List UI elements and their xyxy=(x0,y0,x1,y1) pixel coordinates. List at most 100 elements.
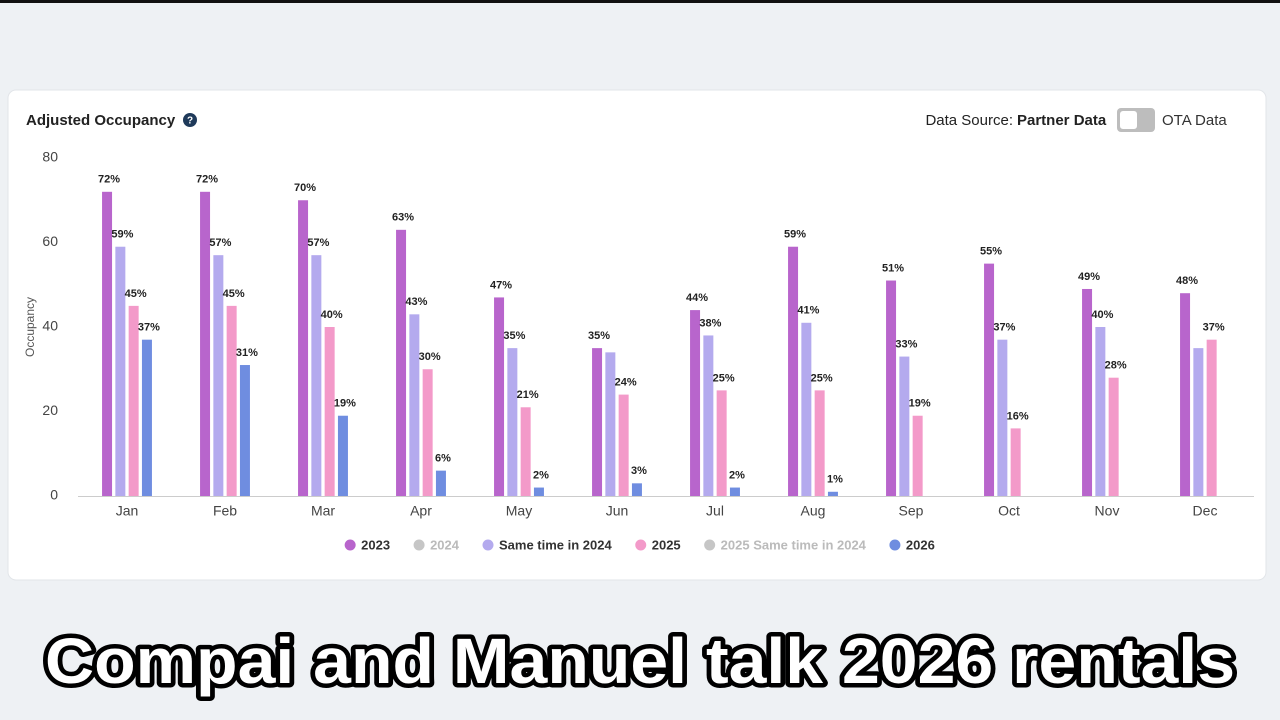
bar xyxy=(239,365,250,496)
bar xyxy=(1180,293,1191,496)
x-tick-label: Jan xyxy=(116,503,139,519)
bar xyxy=(1206,339,1217,496)
x-tick-label: Feb xyxy=(213,503,237,519)
bar xyxy=(912,415,923,496)
value-label: 6% xyxy=(435,453,451,465)
bar xyxy=(409,314,420,496)
x-tick-label: May xyxy=(506,503,532,519)
y-tick-label: 80 xyxy=(42,149,58,165)
y-tick-label: 60 xyxy=(42,233,58,249)
legend-item[interactable]: 2025 xyxy=(635,537,681,552)
value-label: 16% xyxy=(1007,410,1029,422)
value-label: 37% xyxy=(993,322,1015,334)
value-label: 33% xyxy=(895,338,917,350)
legend-item[interactable]: 2025 Same time in 2024 xyxy=(704,537,867,552)
value-label: 21% xyxy=(517,389,539,401)
bar xyxy=(729,487,740,496)
x-tick-label: Jul xyxy=(706,503,724,519)
bar xyxy=(592,348,603,496)
value-label: 57% xyxy=(307,237,329,249)
legend-label: 2024 xyxy=(430,537,460,552)
value-label: 24% xyxy=(615,377,637,389)
bar xyxy=(213,255,224,496)
value-label: 25% xyxy=(811,372,833,384)
value-label: 37% xyxy=(138,322,160,334)
bar xyxy=(814,390,825,496)
value-label: 37% xyxy=(1203,322,1225,334)
bar xyxy=(115,246,126,496)
legend-item[interactable]: 2024 xyxy=(413,537,460,552)
value-label: 70% xyxy=(294,182,316,194)
legend-swatch xyxy=(344,539,356,551)
bar xyxy=(984,263,995,496)
value-label: 3% xyxy=(631,465,647,477)
value-label: 40% xyxy=(321,309,343,321)
value-label: 51% xyxy=(882,262,904,274)
bar xyxy=(788,246,799,496)
bar xyxy=(141,339,152,496)
legend-item[interactable]: Same time in 2024 xyxy=(482,537,613,552)
y-tick-label: 40 xyxy=(42,318,58,334)
bar xyxy=(1095,327,1106,496)
x-tick-label: Dec xyxy=(1193,503,1218,519)
value-label: 19% xyxy=(334,398,356,410)
selected-source: Partner Data xyxy=(1017,112,1107,129)
bar xyxy=(128,305,139,496)
bar xyxy=(507,348,518,496)
bar xyxy=(422,369,433,496)
bar xyxy=(1193,348,1204,496)
bar xyxy=(337,415,348,496)
bar xyxy=(690,310,701,496)
bar xyxy=(435,470,446,496)
chart-title: Adjusted Occupancy xyxy=(26,112,176,129)
value-label: 38% xyxy=(699,317,721,329)
value-label: 2% xyxy=(533,469,549,481)
legend-label: Same time in 2024 xyxy=(499,537,612,552)
legend: 2023 2024 Same time in 2024 2025 2025 Same t… xyxy=(344,537,935,552)
bar xyxy=(716,390,727,496)
bar xyxy=(827,491,838,496)
value-label: 2% xyxy=(729,469,745,481)
x-tick-label: Apr xyxy=(410,503,432,519)
x-tick-label: Sep xyxy=(899,503,924,519)
value-label: 45% xyxy=(125,288,147,300)
source-toggle[interactable] xyxy=(1117,108,1155,132)
y-tick-label: 0 xyxy=(50,487,58,503)
value-label: 57% xyxy=(209,237,231,249)
bar xyxy=(605,352,616,496)
bar xyxy=(520,407,531,496)
value-label: 31% xyxy=(236,347,258,359)
legend-swatch xyxy=(413,539,425,551)
bar xyxy=(226,305,237,496)
value-label: 48% xyxy=(1176,275,1198,287)
legend-swatch xyxy=(482,539,494,551)
bar xyxy=(396,229,407,496)
x-tick-label: Oct xyxy=(998,503,1020,519)
value-label: 30% xyxy=(419,351,441,363)
legend-item[interactable]: 2026 xyxy=(889,537,935,552)
bar xyxy=(703,335,714,496)
x-tick-label: Mar xyxy=(311,503,335,519)
caption: Compai and Manuel talk 2026 rentals xyxy=(45,625,1235,697)
bar xyxy=(311,255,322,496)
x-tick-label: Aug xyxy=(801,503,826,519)
value-label: 19% xyxy=(909,398,931,410)
value-label: 35% xyxy=(588,330,610,342)
help-icon[interactable]: ? xyxy=(183,113,197,127)
svg-text:?: ? xyxy=(187,116,193,127)
value-label: 59% xyxy=(784,229,806,241)
value-label: 72% xyxy=(196,174,218,186)
bar xyxy=(997,339,1008,496)
bar xyxy=(886,280,897,496)
bar xyxy=(899,356,910,496)
x-tick-label: Jun xyxy=(606,503,629,519)
bar xyxy=(618,394,629,496)
x-tick-label: Nov xyxy=(1095,503,1120,519)
y-axis-label: Occupancy xyxy=(23,297,37,357)
value-label: 35% xyxy=(503,330,525,342)
legend-label: 2023 xyxy=(361,537,390,552)
chart-card xyxy=(7,89,1267,581)
legend-item[interactable]: 2023 xyxy=(344,537,390,552)
value-label: 43% xyxy=(405,296,427,308)
